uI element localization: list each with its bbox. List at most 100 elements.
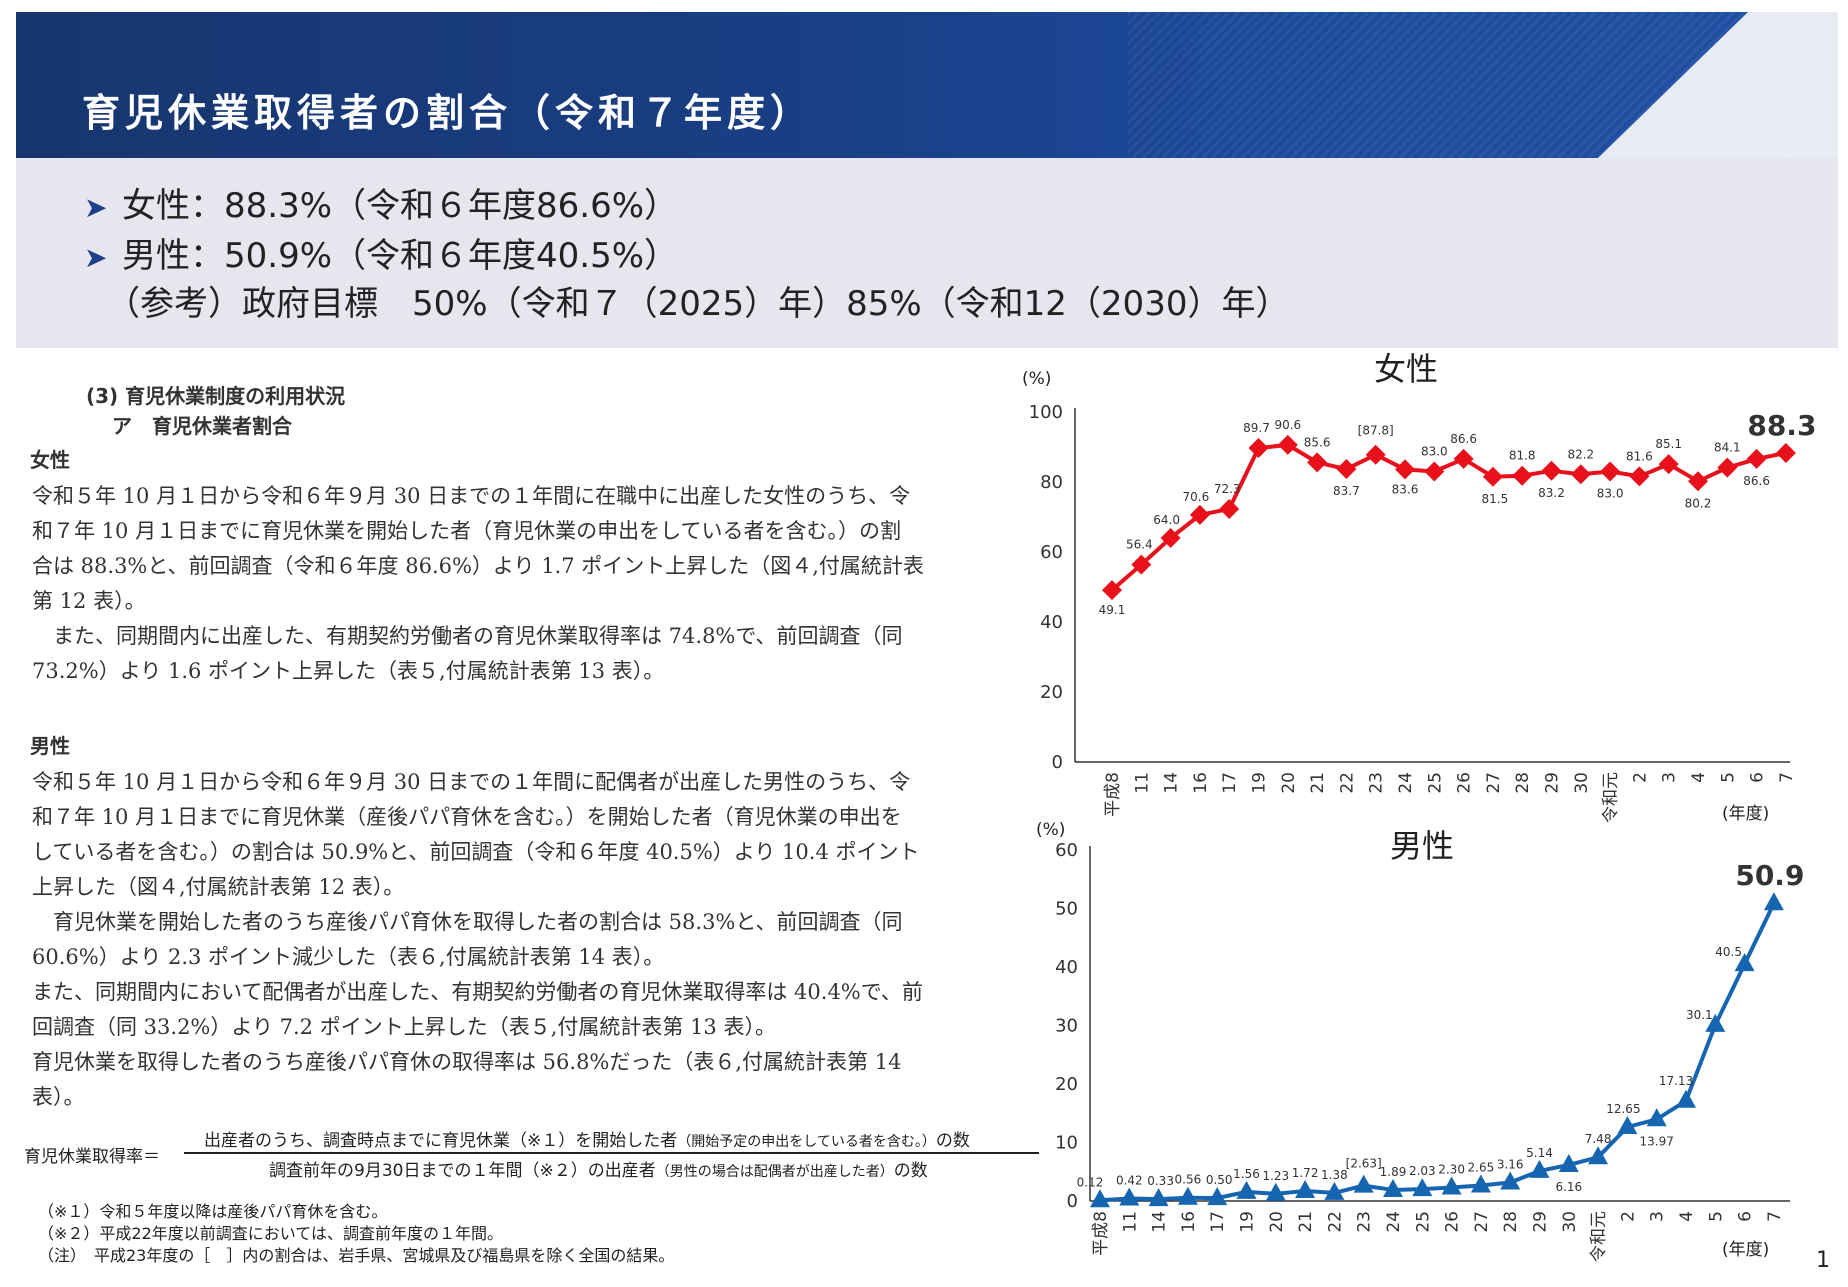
x-tick-label: 25 <box>1425 772 1445 794</box>
chart-title: 女性 <box>1374 350 1438 388</box>
x-tick-label: 17 <box>1208 1211 1228 1233</box>
x-tick-label: 14 <box>1150 1211 1170 1233</box>
x-tick-label: 29 <box>1531 1211 1551 1233</box>
x-tick-label: 30 <box>1560 1211 1580 1233</box>
data-point <box>1705 1013 1726 1032</box>
data-point <box>1307 452 1328 473</box>
x-tick-label: 平成8 <box>1103 772 1123 817</box>
x-tick-label: 20 <box>1279 772 1299 794</box>
data-label: 1.72 <box>1292 1166 1319 1180</box>
x-tick-label: 令和元 <box>1589 1211 1609 1262</box>
paragraph-line: 上昇した（図４,付属統計表第 12 表）。 <box>32 875 405 899</box>
x-tick-label: 27 <box>1472 1211 1492 1233</box>
paragraph-line: また、同期間内に出産した、有期契約労働者の育児休業取得率は 74.8%で、前回調… <box>32 624 903 648</box>
data-point <box>1177 1186 1198 1205</box>
male-heading: 男性 <box>30 734 70 758</box>
paragraph-line: 令和５年 10 月１日から令和６年９月 30 日までの１年間に配偶者が出産した男… <box>32 770 911 794</box>
y-tick-label: 0 <box>1052 752 1063 773</box>
denominator-note: （男性の場合は配偶者が出産した者） <box>655 1164 894 1180</box>
x-tick-label: 27 <box>1484 772 1504 794</box>
data-label: 13.97 <box>1640 1134 1674 1148</box>
x-tick-label: 16 <box>1179 1211 1199 1233</box>
x-tick-label: 4 <box>1689 772 1709 783</box>
y-tick-label: 100 <box>1029 402 1063 423</box>
title-banner: 育児休業取得者の割合（令和７年度） <box>16 12 1838 158</box>
data-label: 0.56 <box>1175 1173 1202 1187</box>
data-label: 0.33 <box>1147 1174 1174 1188</box>
note-2: （※２）平成22年度以前調査においては、調査前年度の１年間。 <box>38 1224 503 1243</box>
data-label: 85.1 <box>1655 437 1682 451</box>
data-point <box>1688 471 1708 492</box>
data-point <box>1482 466 1503 487</box>
data-point <box>1160 528 1181 548</box>
y-tick-label: 20 <box>1040 682 1063 703</box>
data-label: 90.6 <box>1274 418 1301 432</box>
x-tick-label: 4 <box>1677 1211 1697 1222</box>
y-axis-unit: (%) <box>1036 820 1065 840</box>
paragraph-line: 育児休業を開始した者のうち産後パパ育休を取得した者の割合は 58.3%と、前回調… <box>32 910 903 934</box>
data-point <box>1277 434 1298 455</box>
denominator-end: の数 <box>893 1161 928 1181</box>
x-tick-label: 14 <box>1162 772 1182 794</box>
data-point <box>1295 1179 1316 1198</box>
data-label: 3.16 <box>1497 1158 1524 1172</box>
x-tick-label: 5 <box>1706 1211 1726 1222</box>
data-point <box>1470 1174 1491 1193</box>
data-label: 49.1 <box>1099 603 1126 617</box>
x-tick-label: 6 <box>1748 772 1768 783</box>
series-line <box>1099 902 1776 1203</box>
data-point <box>1676 1089 1696 1108</box>
x-axis-unit: (年度) <box>1722 1240 1769 1260</box>
x-tick-label: 24 <box>1396 772 1416 794</box>
data-label: 0.50 <box>1206 1173 1233 1187</box>
section-heading: (3) 育児休業制度の利用状況 <box>86 384 346 408</box>
data-point <box>1207 1187 1228 1206</box>
paragraph-line: また、同期間内において配偶者が出産した、有期契約労働者の育児休業取得率は 40.… <box>32 980 923 1004</box>
data-point <box>1658 454 1679 475</box>
fraction-bar <box>184 1152 1039 1154</box>
arrow-bullet-icon: ➤ <box>84 191 108 224</box>
data-label: 2.03 <box>1409 1164 1436 1178</box>
data-label: 0.12 <box>1077 1175 1104 1189</box>
x-tick-label: 令和元 <box>1601 772 1621 823</box>
data-label: 70.6 <box>1183 490 1210 504</box>
x-tick-label: 22 <box>1325 1211 1345 1233</box>
data-point <box>1265 1182 1286 1201</box>
paragraph-line: 令和５年 10 月１日から令和６年９月 30 日までの１年間に在職中に出産した女… <box>32 484 911 508</box>
page-number: 1 <box>1816 1248 1830 1273</box>
data-label: 83.7 <box>1333 484 1360 498</box>
data-label: 1.56 <box>1233 1167 1260 1181</box>
data-point <box>1453 448 1474 469</box>
data-point <box>1529 1159 1550 1178</box>
x-tick-label: 28 <box>1513 772 1533 794</box>
data-point <box>1570 464 1591 485</box>
data-point <box>1395 459 1415 480</box>
x-tick-label: 30 <box>1572 772 1592 794</box>
data-label: 83.0 <box>1597 487 1624 501</box>
data-label: 1.23 <box>1262 1169 1289 1183</box>
x-tick-label: 22 <box>1337 772 1357 794</box>
x-tick-label: 3 <box>1648 1211 1668 1222</box>
data-label: 56.4 <box>1126 538 1153 552</box>
data-label: 6.16 <box>1555 1180 1582 1194</box>
data-label: 72.3 <box>1214 482 1241 496</box>
x-tick-label: 26 <box>1455 772 1475 794</box>
series-line <box>1110 442 1787 592</box>
x-tick-label: 17 <box>1220 772 1240 794</box>
x-axis-unit: (年度) <box>1722 804 1769 824</box>
subsection-heading: ア 育児休業者割合 <box>112 414 292 438</box>
numerator-end: の数 <box>935 1131 970 1151</box>
data-label: 0.42 <box>1116 1174 1143 1188</box>
data-label: 30.1 <box>1686 1008 1713 1022</box>
data-point <box>1763 892 1784 911</box>
data-label: 7.48 <box>1585 1132 1612 1146</box>
summary-female: ➤ 女性：88.3%（令和６年度86.6%） <box>84 178 678 227</box>
x-tick-label: 23 <box>1367 772 1387 794</box>
x-tick-label: 26 <box>1443 1211 1463 1233</box>
paragraph-line: 合は 88.3%と、前回調査（令和６年度 86.6%）より 1.7 ポイント上昇… <box>32 554 924 578</box>
x-tick-label: 5 <box>1718 772 1738 783</box>
data-point <box>1717 457 1738 478</box>
data-point <box>1236 1180 1257 1199</box>
